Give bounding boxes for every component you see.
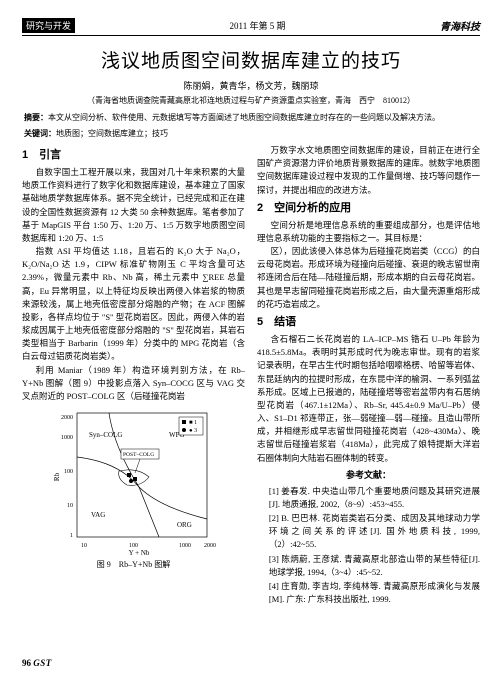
- section-1-heading: 1 引言: [22, 147, 245, 164]
- header-bar: 研究与开发 2011 年第 5 期 青海科技: [22, 18, 480, 36]
- body-paragraph: 指数 ASI 平均值达 1.18，且岩石的 K₂O 大于 Na₂O，K₂O/Na…: [22, 245, 245, 364]
- svg-text:2000: 2000: [204, 543, 216, 549]
- body-paragraph: 自数字国土工程开展以来，我国对几十年来积累的大量地质工作资料进行了数字化和数据库…: [22, 166, 245, 245]
- body-paragraph: 区），因此该侵入体总体为后碰撞花岗岩类（CCG）的白云母花岗岩。形成环境为碰撞向…: [257, 245, 480, 311]
- section-5-heading: 5 结语: [257, 314, 480, 331]
- keywords-block: 关键词：地质图；空间数据库建立；技巧: [22, 128, 480, 140]
- reference-item: [2] B. 巴巴林. 花岗岩类岩石分类、成因及其地球动力学环境之间关系的评述[…: [257, 512, 480, 552]
- region-label: VAG: [91, 511, 105, 519]
- category-tag: 研究与开发: [22, 18, 75, 33]
- region-label: Syn–COLG: [89, 431, 122, 439]
- authors-line: 陈丽娟，黄青华，杨文芳，魏丽琼: [22, 79, 480, 92]
- body-paragraph: 万数字水文地质图空间数据库的建设，目前正在进行全国矿产资源潜力评价地质背景数据库…: [257, 144, 480, 197]
- body-paragraph: 利用 Maniar（1989 年）构造环境判别方法，在 Rb–Y+Nb 图解（图…: [22, 364, 245, 404]
- section-2-heading: 2 空间分析的应用: [257, 200, 480, 217]
- keywords-text: 地质图；空间数据库建立；技巧: [56, 129, 168, 138]
- journal-name: 青海科技: [440, 18, 480, 33]
- figure-caption: 图 9 Rb–Y+Nb 图解: [49, 559, 219, 571]
- svg-text:100: 100: [64, 469, 73, 475]
- right-column: 万数字水文地质图空间数据库的建设，目前正在进行全国矿产资源潜力评价地质背景数据库…: [257, 144, 480, 607]
- page-number: 96: [22, 658, 31, 668]
- svg-text:2000: 2000: [61, 415, 73, 421]
- article-title: 浅议地质图空间数据库建立的技巧: [22, 46, 480, 73]
- references-heading: 参考文献：: [257, 469, 480, 483]
- body-paragraph: 含石榴石二长花岗岩的 LA–ICP–MS 锆石 U–Pb 年龄为 418.5±5…: [257, 333, 480, 465]
- svg-text:1000: 1000: [61, 435, 73, 441]
- abstract-text: 本文从空间分析、软件使用、元数据填写等方面阐述了地质图空间数据库建立时存在的一些…: [48, 113, 440, 122]
- keywords-label: 关键词：: [24, 129, 56, 138]
- region-label: POST–COLG: [123, 452, 154, 458]
- reference-item: [3] 陈炳蔚, 王彦斌. 青藏高原北部造山带的某些特征[J]. 地球学报, 1…: [257, 553, 480, 579]
- x-axis-label: Y + Nb: [128, 549, 149, 557]
- y-axis-label: Rb: [53, 473, 61, 482]
- abstract-label: 摘要：: [24, 113, 48, 122]
- legend-item: ● 3: [189, 428, 197, 434]
- body-paragraph: 空间分析是地理信息系统的重要组成部分，也是评估地理信息系统功能的主要指标之一。其…: [257, 219, 480, 245]
- svg-text:1: 1: [70, 533, 73, 539]
- svg-text:10: 10: [81, 543, 87, 549]
- references-list: [1] 姜春发. 中央造山带几个重要地质问题及其研究进展[J]. 地质通报, 2…: [257, 485, 480, 607]
- chart-svg: Syn–COLG WPG VAG ORG POST–COLG ■ 1 ● 3: [49, 407, 219, 557]
- figure-9: Syn–COLG WPG VAG ORG POST–COLG ■ 1 ● 3: [49, 407, 219, 571]
- region-label: ORG: [177, 521, 192, 529]
- legend-item: ■ 1: [189, 420, 197, 426]
- abstract-block: 摘要：本文从空间分析、软件使用、元数据填写等方面阐述了地质图空间数据库建立时存在…: [22, 112, 480, 124]
- page-footer: 96 GST: [22, 658, 52, 668]
- footer-gst: GST: [33, 658, 52, 668]
- left-column: 1 引言 自数字国土工程开展以来，我国对几十年来积累的大量地质工作资料进行了数字…: [22, 144, 245, 607]
- svg-text:10: 10: [67, 503, 73, 509]
- svg-text:1000: 1000: [179, 543, 191, 549]
- issue-label: 2011 年第 5 期: [230, 19, 286, 32]
- reference-item: [4] 庄育勋, 李吉均, 李纯林等. 青藏高原形成演化与发展[M]. 广东: …: [257, 580, 480, 606]
- reference-item: [1] 姜春发. 中央造山带几个重要地质问题及其研究进展[J]. 地质通报, 2…: [257, 485, 480, 511]
- affiliation-line: （青海省地质调查院青藏高原北祁连地质过程与矿产资源重点实验室，青海 西宁 810…: [22, 95, 480, 106]
- two-column-layout: 1 引言 自数字国土工程开展以来，我国对几十年来积累的大量地质工作资料进行了数字…: [22, 144, 480, 607]
